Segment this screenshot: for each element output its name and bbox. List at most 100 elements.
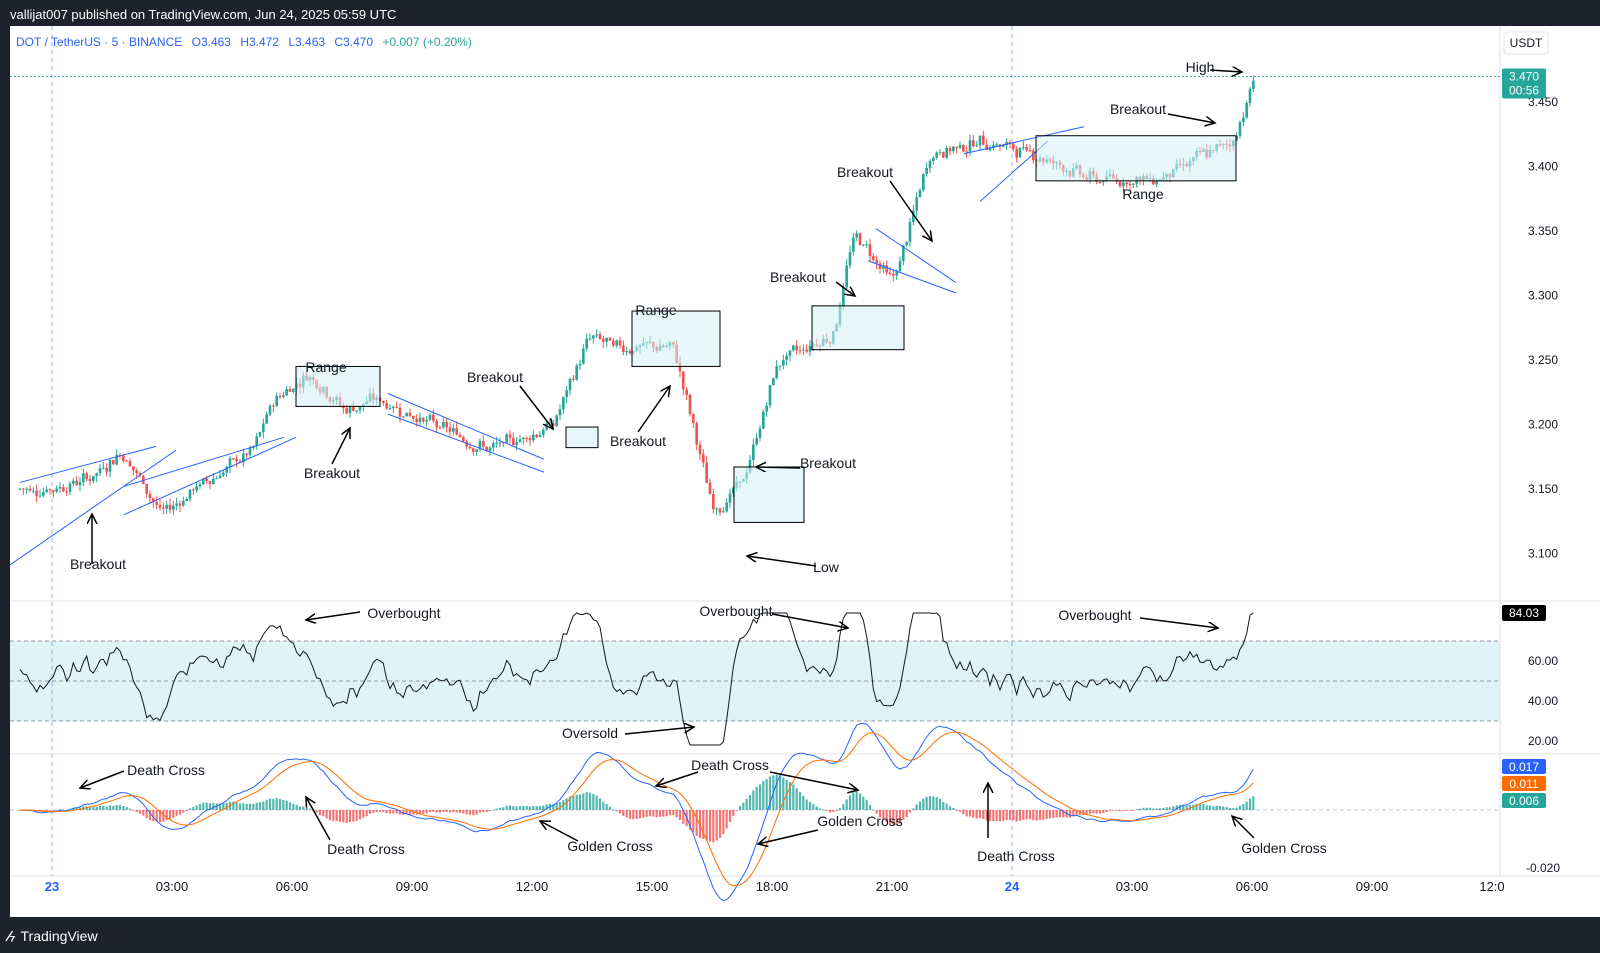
- macd-value-badge: [1502, 759, 1546, 774]
- macd-histogram-bar: [1242, 804, 1245, 810]
- macd-histogram-bar: [125, 807, 128, 810]
- candle-body: [282, 395, 285, 398]
- macd-histogram-bar: [1082, 810, 1085, 815]
- candle-body: [132, 466, 135, 471]
- macd-histogram-bar: [715, 810, 718, 841]
- chart-svg[interactable]: Breakout Range Breakout Breakout Range Breako…: [7, 26, 1600, 917]
- macd-histogram-bar: [1168, 807, 1172, 810]
- macd-histogram-bar: [1238, 805, 1242, 810]
- candle-body: [48, 489, 52, 491]
- legend-symbol: DOT / TetherUS · 5 · BINANCE: [16, 35, 182, 49]
- macd-histogram-bar: [1132, 810, 1135, 811]
- macd-histogram-bar: [738, 806, 742, 810]
- macd-histogram-bar: [238, 803, 242, 810]
- candle-body: [908, 222, 912, 242]
- macd-histogram-bar: [152, 810, 155, 822]
- candle-body: [778, 365, 782, 367]
- macd-histogram-bar: [1172, 806, 1175, 810]
- candle-body: [88, 479, 92, 482]
- candle-body: [1008, 142, 1012, 144]
- macd-histogram-bar: [645, 810, 648, 817]
- candle-body: [1155, 180, 1158, 185]
- candle-body: [22, 488, 25, 490]
- macd-histogram-bar: [602, 801, 605, 810]
- trendline-1: [19, 445, 157, 483]
- last-price-badge: [1502, 68, 1546, 99]
- macd-histogram-bar: [1078, 810, 1082, 815]
- candle-body: [802, 349, 805, 351]
- range-box-2: [631, 310, 721, 367]
- candle-body: [785, 355, 788, 360]
- macd-histogram-bar: [335, 810, 338, 821]
- axes: 3.450 3.400 3.350 3.300 3.250 3.200 3.150 3.100…: [45, 68, 1560, 894]
- macd-histogram-bar: [418, 810, 422, 815]
- macd-histogram-bar: [168, 810, 172, 820]
- macd-histogram-bar: [1185, 805, 1188, 810]
- macd-histogram-bar: [52, 810, 55, 811]
- legend: DOT / TetherUS · 5 · BINANCE O3.463 H3.4…: [16, 35, 472, 49]
- macd-histogram-bar: [1205, 805, 1208, 810]
- candle-body: [532, 434, 535, 441]
- macd-histogram-bar: [1005, 810, 1008, 821]
- macd-histogram-bar: [545, 804, 548, 810]
- macd-histogram-bar: [832, 810, 835, 812]
- macd-histogram-bar: [818, 808, 822, 810]
- macd-histogram-bar: [1128, 810, 1132, 811]
- candle-body: [422, 417, 425, 422]
- candle-body: [1118, 181, 1122, 187]
- rsi-line: [19, 612, 1254, 746]
- macd-histogram-bar: [898, 810, 902, 824]
- candle-body: [415, 418, 418, 423]
- macd-histogram-bar: [75, 807, 78, 810]
- macd-histogram-bar: [878, 810, 882, 818]
- candle-body: [245, 453, 248, 456]
- candle-body: [905, 241, 908, 246]
- macd-histogram-bar: [1058, 810, 1062, 818]
- macd-histogram-bar: [382, 810, 385, 813]
- chart-area[interactable]: Breakout Range Breakout Breakout Range Breako…: [7, 26, 1600, 917]
- range-box-3: [733, 466, 805, 523]
- time-tick-12: 12:0: [1479, 879, 1504, 894]
- macd-histogram-bar: [1248, 798, 1252, 810]
- macd-histogram-bar: [905, 810, 908, 818]
- macd-histogram-bar: [65, 809, 68, 811]
- macd-annotation-arrow-3: [656, 771, 699, 786]
- time-tick-4: 12:00: [516, 879, 549, 894]
- macd-histogram-bar: [752, 790, 755, 810]
- candle-body: [405, 412, 408, 417]
- candle-body: [585, 338, 588, 349]
- macd-histogram-bar: [242, 803, 245, 810]
- macd-histogram-bar: [1235, 807, 1238, 810]
- macd-histogram-bar: [1012, 810, 1015, 821]
- macd-histogram-bar: [138, 810, 142, 814]
- macd-histogram-bar: [358, 810, 362, 820]
- candle-body: [58, 487, 62, 489]
- macd-annotation-arrow-5: [769, 771, 858, 790]
- macd-histogram-bar: [198, 804, 202, 810]
- trendline-7: [867, 260, 957, 294]
- price-annotation-4: Range: [635, 302, 676, 318]
- currency-button[interactable]: [1503, 31, 1549, 55]
- candle-body: [222, 472, 225, 476]
- price-annotation-arrow-6: [756, 467, 801, 468]
- macd-histogram-bar: [638, 810, 642, 819]
- macd-histogram-bar: [725, 810, 728, 829]
- candle-body: [848, 251, 852, 266]
- price-annotation-10: Breakout: [1110, 101, 1166, 117]
- candle-body: [398, 407, 402, 417]
- price-tick-0: 3.450: [1528, 95, 1558, 109]
- macd-histogram-bar: [948, 806, 952, 810]
- candle-body: [855, 233, 858, 238]
- annotations: Breakout Range Breakout Breakout Range Breako…: [70, 59, 1327, 864]
- macd-histogram-bar: [72, 807, 75, 810]
- macd-histogram-bar: [862, 796, 865, 810]
- candle-body: [1025, 146, 1028, 151]
- macd-histogram-bar: [1088, 810, 1092, 814]
- macd-histogram-bar: [858, 793, 862, 810]
- macd-histogram-bar: [845, 799, 848, 810]
- macd-histogram-bar: [1108, 810, 1112, 811]
- macd-histogram-bar: [792, 784, 795, 810]
- macd-histogram-bar: [662, 810, 665, 817]
- macd-histogram-bar: [408, 810, 412, 815]
- macd-histogram-bar: [475, 810, 478, 815]
